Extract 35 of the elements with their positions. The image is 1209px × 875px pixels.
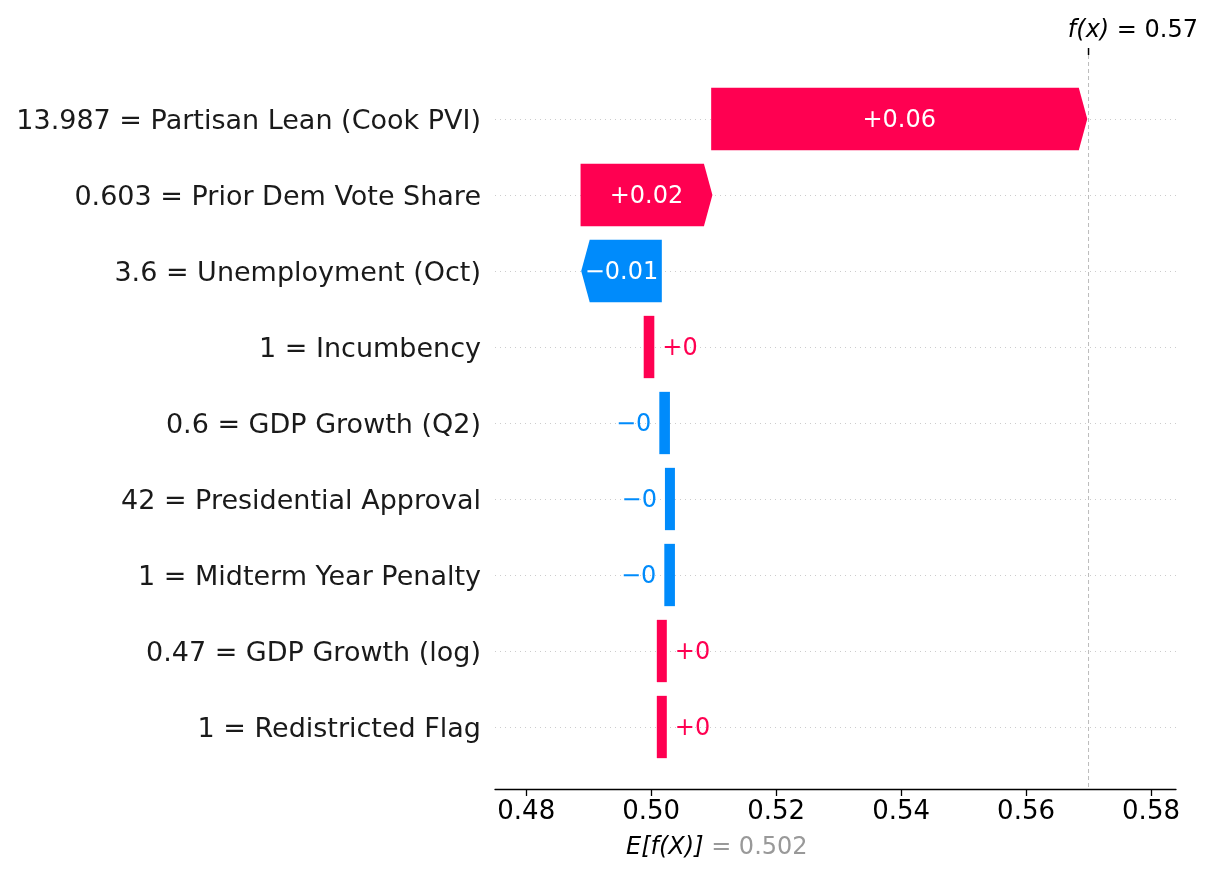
y-tick-label: 13.987 = Partisan Lean (Cook PVI) (16, 103, 481, 135)
data-label: +0 (662, 333, 698, 361)
ref-line-label: f(x) = 0.57 (1067, 15, 1199, 43)
x-tick-label: 0.50 (622, 795, 681, 825)
bar (711, 87, 1088, 151)
data-label: −0 (621, 485, 657, 513)
bar (643, 315, 655, 379)
x-tick-label: 0.48 (497, 795, 556, 825)
x-tick-label: 0.58 (1122, 795, 1180, 825)
y-tick-label: 3.6 = Unemployment (Oct) (114, 255, 481, 287)
text: E[f(X)] = 0.502 (626, 832, 808, 860)
y-tick-label: 1 = Midterm Year Penalty (137, 559, 482, 591)
bar (656, 695, 667, 759)
data-label: +0.06 (862, 105, 936, 133)
data-label: +0 (674, 713, 711, 741)
data-label: −0.01 (584, 257, 659, 285)
bar (659, 391, 670, 455)
bar (581, 239, 662, 303)
x-tick-label: 0.54 (872, 795, 931, 825)
bar (656, 619, 667, 683)
bar (664, 467, 675, 531)
y-tick-label: 0.6 = GDP Growth (Q2) (165, 407, 481, 439)
data-label: +0 (674, 637, 711, 665)
x-tick-label: 0.56 (997, 795, 1055, 825)
y-tick-label: 42 = Presidential Approval (120, 483, 481, 515)
data-label: −0 (620, 561, 657, 589)
x-tick-label: 0.52 (747, 795, 806, 825)
bar (580, 163, 713, 227)
y-tick-label: 1 = Incumbency (259, 331, 482, 363)
y-tick-label: 0.603 = Prior Dem Vote Share (74, 179, 481, 211)
y-tick-label: 1 = Redistricted Flag (197, 711, 481, 743)
y-tick-label: 0.47 = GDP Growth (log) (145, 635, 481, 667)
data-label: −0 (615, 409, 652, 437)
bar (664, 543, 675, 607)
data-label: +0.02 (609, 181, 684, 209)
